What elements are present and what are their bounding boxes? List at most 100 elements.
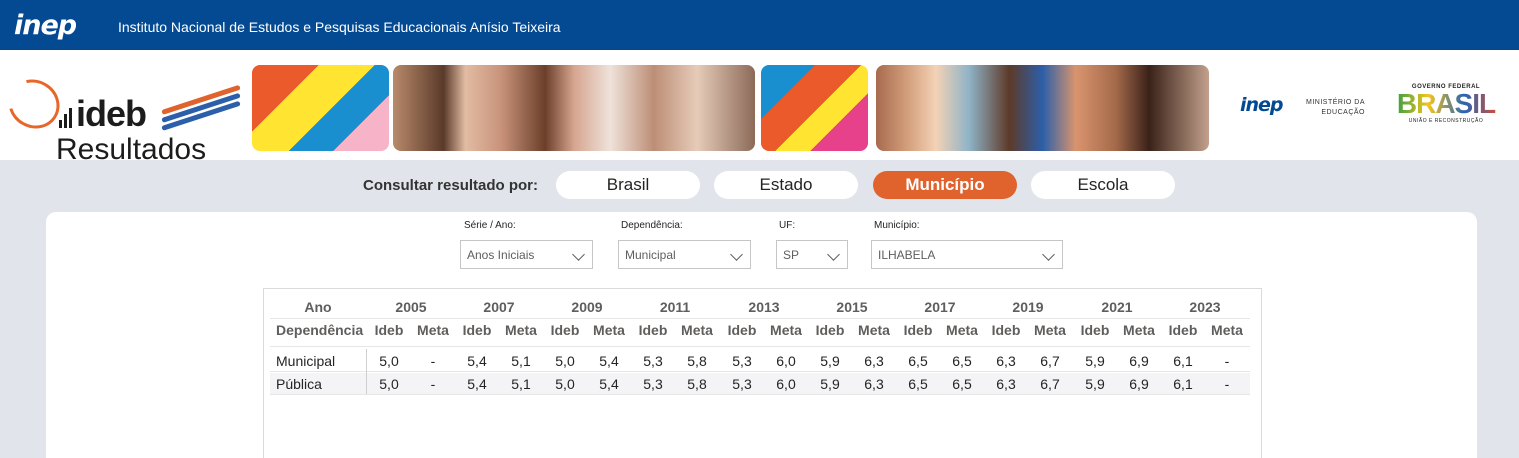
chevron-down-icon (572, 248, 585, 261)
ministerio-line-2: EDUCAÇÃO (1321, 109, 1366, 116)
institute-title: Instituto Nacional de Estudos e Pesquisa… (118, 19, 561, 35)
table-cell: 5,4 (467, 353, 487, 369)
ideb-column-header: Ideb (1168, 322, 1198, 338)
table-cell: 5,9 (820, 376, 840, 392)
meta-column-header: Meta (505, 322, 537, 338)
year-column-header: 2005 (395, 299, 427, 315)
table-cell: 5,0 (555, 376, 575, 392)
tab-estado[interactable]: Estado (714, 171, 858, 199)
table-cell: 5,9 (1085, 376, 1105, 392)
chevron-down-icon (827, 248, 840, 261)
dependencia-select[interactable]: Municipal (618, 240, 751, 269)
table-cell: 6,7 (1040, 353, 1060, 369)
row-divider (270, 394, 1250, 395)
year-column-header: 2015 (836, 299, 868, 315)
brasil-wordmark: BRASIL (1392, 90, 1500, 118)
header-divider (270, 318, 1250, 319)
banner-illustration-2 (761, 65, 868, 151)
chevron-down-icon (1042, 248, 1055, 261)
year-column-header: 2013 (748, 299, 780, 315)
table-cell: 5,9 (1085, 353, 1105, 369)
table-cell: 5,3 (643, 353, 663, 369)
banner-illustration-1 (252, 65, 389, 151)
resultados-title: Resultados (56, 133, 207, 166)
serie-select[interactable]: Anos Iniciais (460, 240, 593, 269)
serie-label: Série / Ano: (464, 220, 516, 231)
banner-photo-children-2 (876, 65, 1209, 151)
municipio-value: ILHABELA (878, 248, 936, 262)
table-cell: 5,4 (599, 353, 619, 369)
inep-logo[interactable]: inep (14, 10, 77, 41)
table-cell: 6,3 (864, 376, 884, 392)
table-cell: 5,0 (555, 353, 575, 369)
year-column-header: 2009 (571, 299, 603, 315)
banner-photo-children-1 (393, 65, 755, 151)
year-column-header: 2021 (1101, 299, 1133, 315)
governo-federal-logo: GOVERNO FEDERAL BRASIL UNIÃO E RECONSTRU… (1392, 84, 1500, 124)
bars-icon (59, 106, 73, 128)
tab-brasil[interactable]: Brasil (556, 171, 700, 199)
year-column-header: 2007 (483, 299, 515, 315)
table-cell: 6,5 (952, 376, 972, 392)
top-bar: inep Instituto Nacional de Estudos e Pes… (0, 0, 1519, 50)
table-cell: - (430, 353, 436, 369)
table-cell: 6,5 (952, 353, 972, 369)
ideb-column-header: Ideb (815, 322, 845, 338)
table-cell: 6,9 (1129, 376, 1149, 392)
year-column-header: 2019 (1012, 299, 1044, 315)
table-cell: 6,7 (1040, 376, 1060, 392)
tab-escola[interactable]: Escola (1031, 171, 1175, 199)
meta-column-header: Meta (681, 322, 713, 338)
row-divider (270, 371, 1250, 372)
table-cell: 5,8 (687, 376, 707, 392)
year-column-header: 2017 (924, 299, 956, 315)
table-cell: - (1224, 353, 1230, 369)
inep-gov-logo: inep (1240, 94, 1284, 116)
pencils-icon (161, 84, 244, 131)
meta-column-header: Meta (417, 322, 449, 338)
table-cell: 6,9 (1129, 353, 1149, 369)
header-divider (270, 346, 1250, 347)
table-row-label: Pública (276, 376, 322, 392)
year-column-header: 2011 (659, 299, 691, 315)
banner: ideb Resultados inep MINISTÉRIO DA EDUCA… (0, 50, 1519, 166)
municipio-label: Município: (874, 220, 920, 231)
tab-municipio[interactable]: Município (873, 171, 1017, 199)
uf-select[interactable]: SP (776, 240, 848, 269)
table-cell: 6,0 (776, 353, 796, 369)
row-background (270, 373, 1250, 394)
table-cell: 6,5 (908, 376, 928, 392)
table-cell: 5,3 (732, 376, 752, 392)
chevron-down-icon (730, 248, 743, 261)
ideb-resultados-logo: ideb Resultados (0, 64, 244, 166)
table-row-label: Municipal (276, 353, 336, 369)
table-cell: 6,5 (908, 353, 928, 369)
table-cell: 5,1 (511, 353, 531, 369)
meta-column-header: Meta (1211, 322, 1243, 338)
meta-column-header: Meta (946, 322, 978, 338)
label-column-divider (366, 349, 367, 394)
dependencia-value: Municipal (625, 248, 676, 262)
consult-label: Consultar resultado por: (363, 177, 539, 194)
table-cell: 6,1 (1173, 353, 1193, 369)
uf-label: UF: (779, 220, 796, 231)
ministerio-logo: MINISTÉRIO DA EDUCAÇÃO (1306, 98, 1365, 118)
municipio-select[interactable]: ILHABELA (871, 240, 1063, 269)
uf-value: SP (783, 248, 800, 262)
table-cell: - (1224, 376, 1230, 392)
uniao-text: UNIÃO E RECONSTRUÇÃO (1408, 118, 1484, 124)
dependencia-label: Dependência: (621, 220, 683, 231)
ideb-column-header: Ideb (638, 322, 668, 338)
ideb-column-header: Ideb (991, 322, 1021, 338)
ideb-column-header: Ideb (550, 322, 580, 338)
ideb-wordmark: ideb (76, 93, 147, 134)
ideb-column-header: Ideb (1080, 322, 1110, 338)
table-cell: - (430, 376, 436, 392)
table-cell: 6,3 (864, 353, 884, 369)
meta-column-header: Meta (1123, 322, 1155, 338)
table-cell: 5,9 (820, 353, 840, 369)
ideb-column-header: Ideb (374, 322, 404, 338)
meta-column-header: Meta (593, 322, 625, 338)
ministerio-line-1: MINISTÉRIO DA (1306, 99, 1366, 106)
table-cell: 5,4 (599, 376, 619, 392)
